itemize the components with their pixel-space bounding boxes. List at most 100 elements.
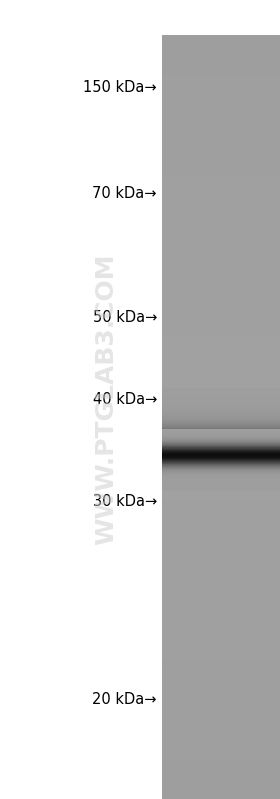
Bar: [162, 646, 280, 649]
Bar: [162, 277, 280, 280]
Bar: [162, 140, 280, 142]
Bar: [162, 516, 280, 519]
Text: WWW.PTGLAB3.COM: WWW.PTGLAB3.COM: [94, 254, 118, 545]
Bar: [162, 264, 280, 267]
Bar: [162, 306, 280, 308]
Bar: [162, 512, 280, 515]
Bar: [162, 751, 280, 753]
Bar: [162, 300, 280, 303]
Bar: [162, 379, 280, 381]
Bar: [162, 759, 280, 761]
Bar: [162, 589, 280, 591]
Bar: [162, 320, 280, 322]
Bar: [162, 62, 280, 64]
Bar: [162, 570, 280, 572]
Bar: [162, 108, 280, 110]
Bar: [162, 600, 280, 602]
Bar: [162, 203, 280, 205]
Bar: [162, 491, 280, 494]
Bar: [162, 324, 280, 326]
Bar: [162, 633, 280, 635]
Bar: [162, 431, 280, 433]
Bar: [162, 560, 280, 562]
Bar: [162, 535, 280, 538]
Bar: [162, 608, 280, 610]
Bar: [162, 625, 280, 627]
Bar: [162, 384, 280, 387]
Bar: [162, 534, 280, 536]
Bar: [162, 622, 280, 624]
Text: 70 kDa→: 70 kDa→: [92, 185, 157, 201]
Bar: [162, 411, 280, 414]
Bar: [162, 274, 280, 276]
Bar: [162, 446, 280, 448]
Bar: [162, 79, 280, 81]
Bar: [162, 417, 280, 419]
Bar: [162, 387, 280, 389]
Bar: [162, 528, 280, 531]
Bar: [162, 761, 280, 763]
Bar: [162, 629, 280, 631]
Bar: [162, 98, 280, 101]
Bar: [162, 296, 280, 299]
Bar: [162, 495, 280, 498]
Bar: [162, 715, 280, 718]
Bar: [162, 688, 280, 690]
Bar: [162, 494, 280, 496]
Bar: [162, 218, 280, 221]
Bar: [162, 339, 280, 341]
Bar: [162, 93, 280, 95]
Bar: [162, 648, 280, 650]
Bar: [162, 352, 280, 355]
Bar: [162, 769, 280, 771]
Bar: [162, 572, 280, 574]
Bar: [162, 142, 280, 145]
Bar: [162, 692, 280, 694]
Bar: [162, 165, 280, 167]
Bar: [162, 710, 280, 712]
Bar: [162, 89, 280, 91]
Bar: [162, 583, 280, 586]
Bar: [162, 199, 280, 201]
Bar: [162, 318, 280, 320]
Bar: [162, 669, 280, 671]
Bar: [162, 398, 280, 400]
Bar: [162, 545, 280, 547]
Bar: [162, 730, 280, 733]
Bar: [162, 696, 280, 698]
Bar: [162, 698, 280, 700]
Bar: [162, 186, 280, 189]
Bar: [162, 421, 280, 423]
Bar: [162, 541, 280, 543]
Bar: [162, 766, 280, 769]
Bar: [162, 785, 280, 788]
Bar: [162, 531, 280, 534]
Bar: [162, 71, 280, 74]
Bar: [162, 562, 280, 565]
Bar: [162, 427, 280, 429]
Bar: [162, 606, 280, 609]
Bar: [162, 127, 280, 129]
Bar: [162, 137, 280, 139]
Bar: [162, 413, 280, 415]
Bar: [162, 675, 280, 678]
Bar: [162, 726, 280, 729]
Bar: [162, 694, 280, 697]
Bar: [162, 358, 280, 360]
Bar: [162, 770, 280, 773]
Bar: [162, 133, 280, 135]
Bar: [162, 594, 280, 597]
Bar: [162, 222, 280, 225]
Bar: [162, 553, 280, 555]
Bar: [162, 556, 280, 559]
Bar: [162, 178, 280, 181]
Bar: [162, 119, 280, 121]
Bar: [162, 487, 280, 490]
Bar: [162, 511, 280, 513]
Bar: [162, 797, 280, 799]
Bar: [162, 722, 280, 725]
Bar: [162, 344, 280, 347]
Bar: [162, 304, 280, 307]
Bar: [162, 734, 280, 737]
Bar: [162, 774, 280, 777]
